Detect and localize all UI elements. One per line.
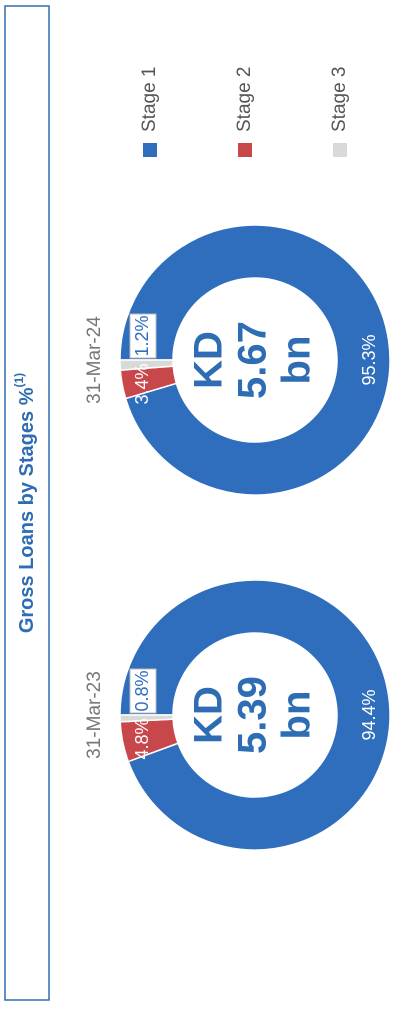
- legend-label: Stage 2: [234, 67, 255, 133]
- legend-swatch: [333, 143, 347, 157]
- data-label: 3.4%: [132, 363, 152, 404]
- label-box: [129, 313, 157, 359]
- chart-subtitle: 31-Mar-24: [84, 316, 105, 404]
- center-text: KD: [187, 331, 231, 389]
- center-text: 5.39: [231, 676, 275, 754]
- data-label: 4.8%: [132, 718, 152, 759]
- legend-swatch: [238, 143, 252, 157]
- donut-slice: [119, 579, 391, 851]
- legend-label: Stage 1: [139, 67, 160, 133]
- data-label: 95.3%: [359, 334, 379, 385]
- data-label: 94.4%: [359, 689, 379, 740]
- legend-swatch: [143, 143, 157, 157]
- center-text: KD: [187, 686, 231, 744]
- donut-slice: [119, 714, 174, 723]
- title-text: Gross Loans by Stages %: [16, 387, 38, 633]
- chart-subtitle: 31-Mar-23: [84, 671, 105, 759]
- center-text: bn: [275, 336, 319, 385]
- title-note: (1): [12, 373, 26, 388]
- label-box: [129, 668, 157, 714]
- donut-slice: [119, 224, 391, 496]
- center-text: bn: [275, 691, 319, 740]
- title: Gross Loans by Stages %(1): [12, 373, 38, 633]
- legend-label: Stage 3: [329, 67, 350, 133]
- data-label: 0.8%: [132, 670, 152, 711]
- center-text: 5.67: [231, 321, 275, 399]
- title-box: [4, 5, 50, 1001]
- donut-slice: [119, 359, 175, 371]
- data-label: 1.2%: [132, 315, 152, 356]
